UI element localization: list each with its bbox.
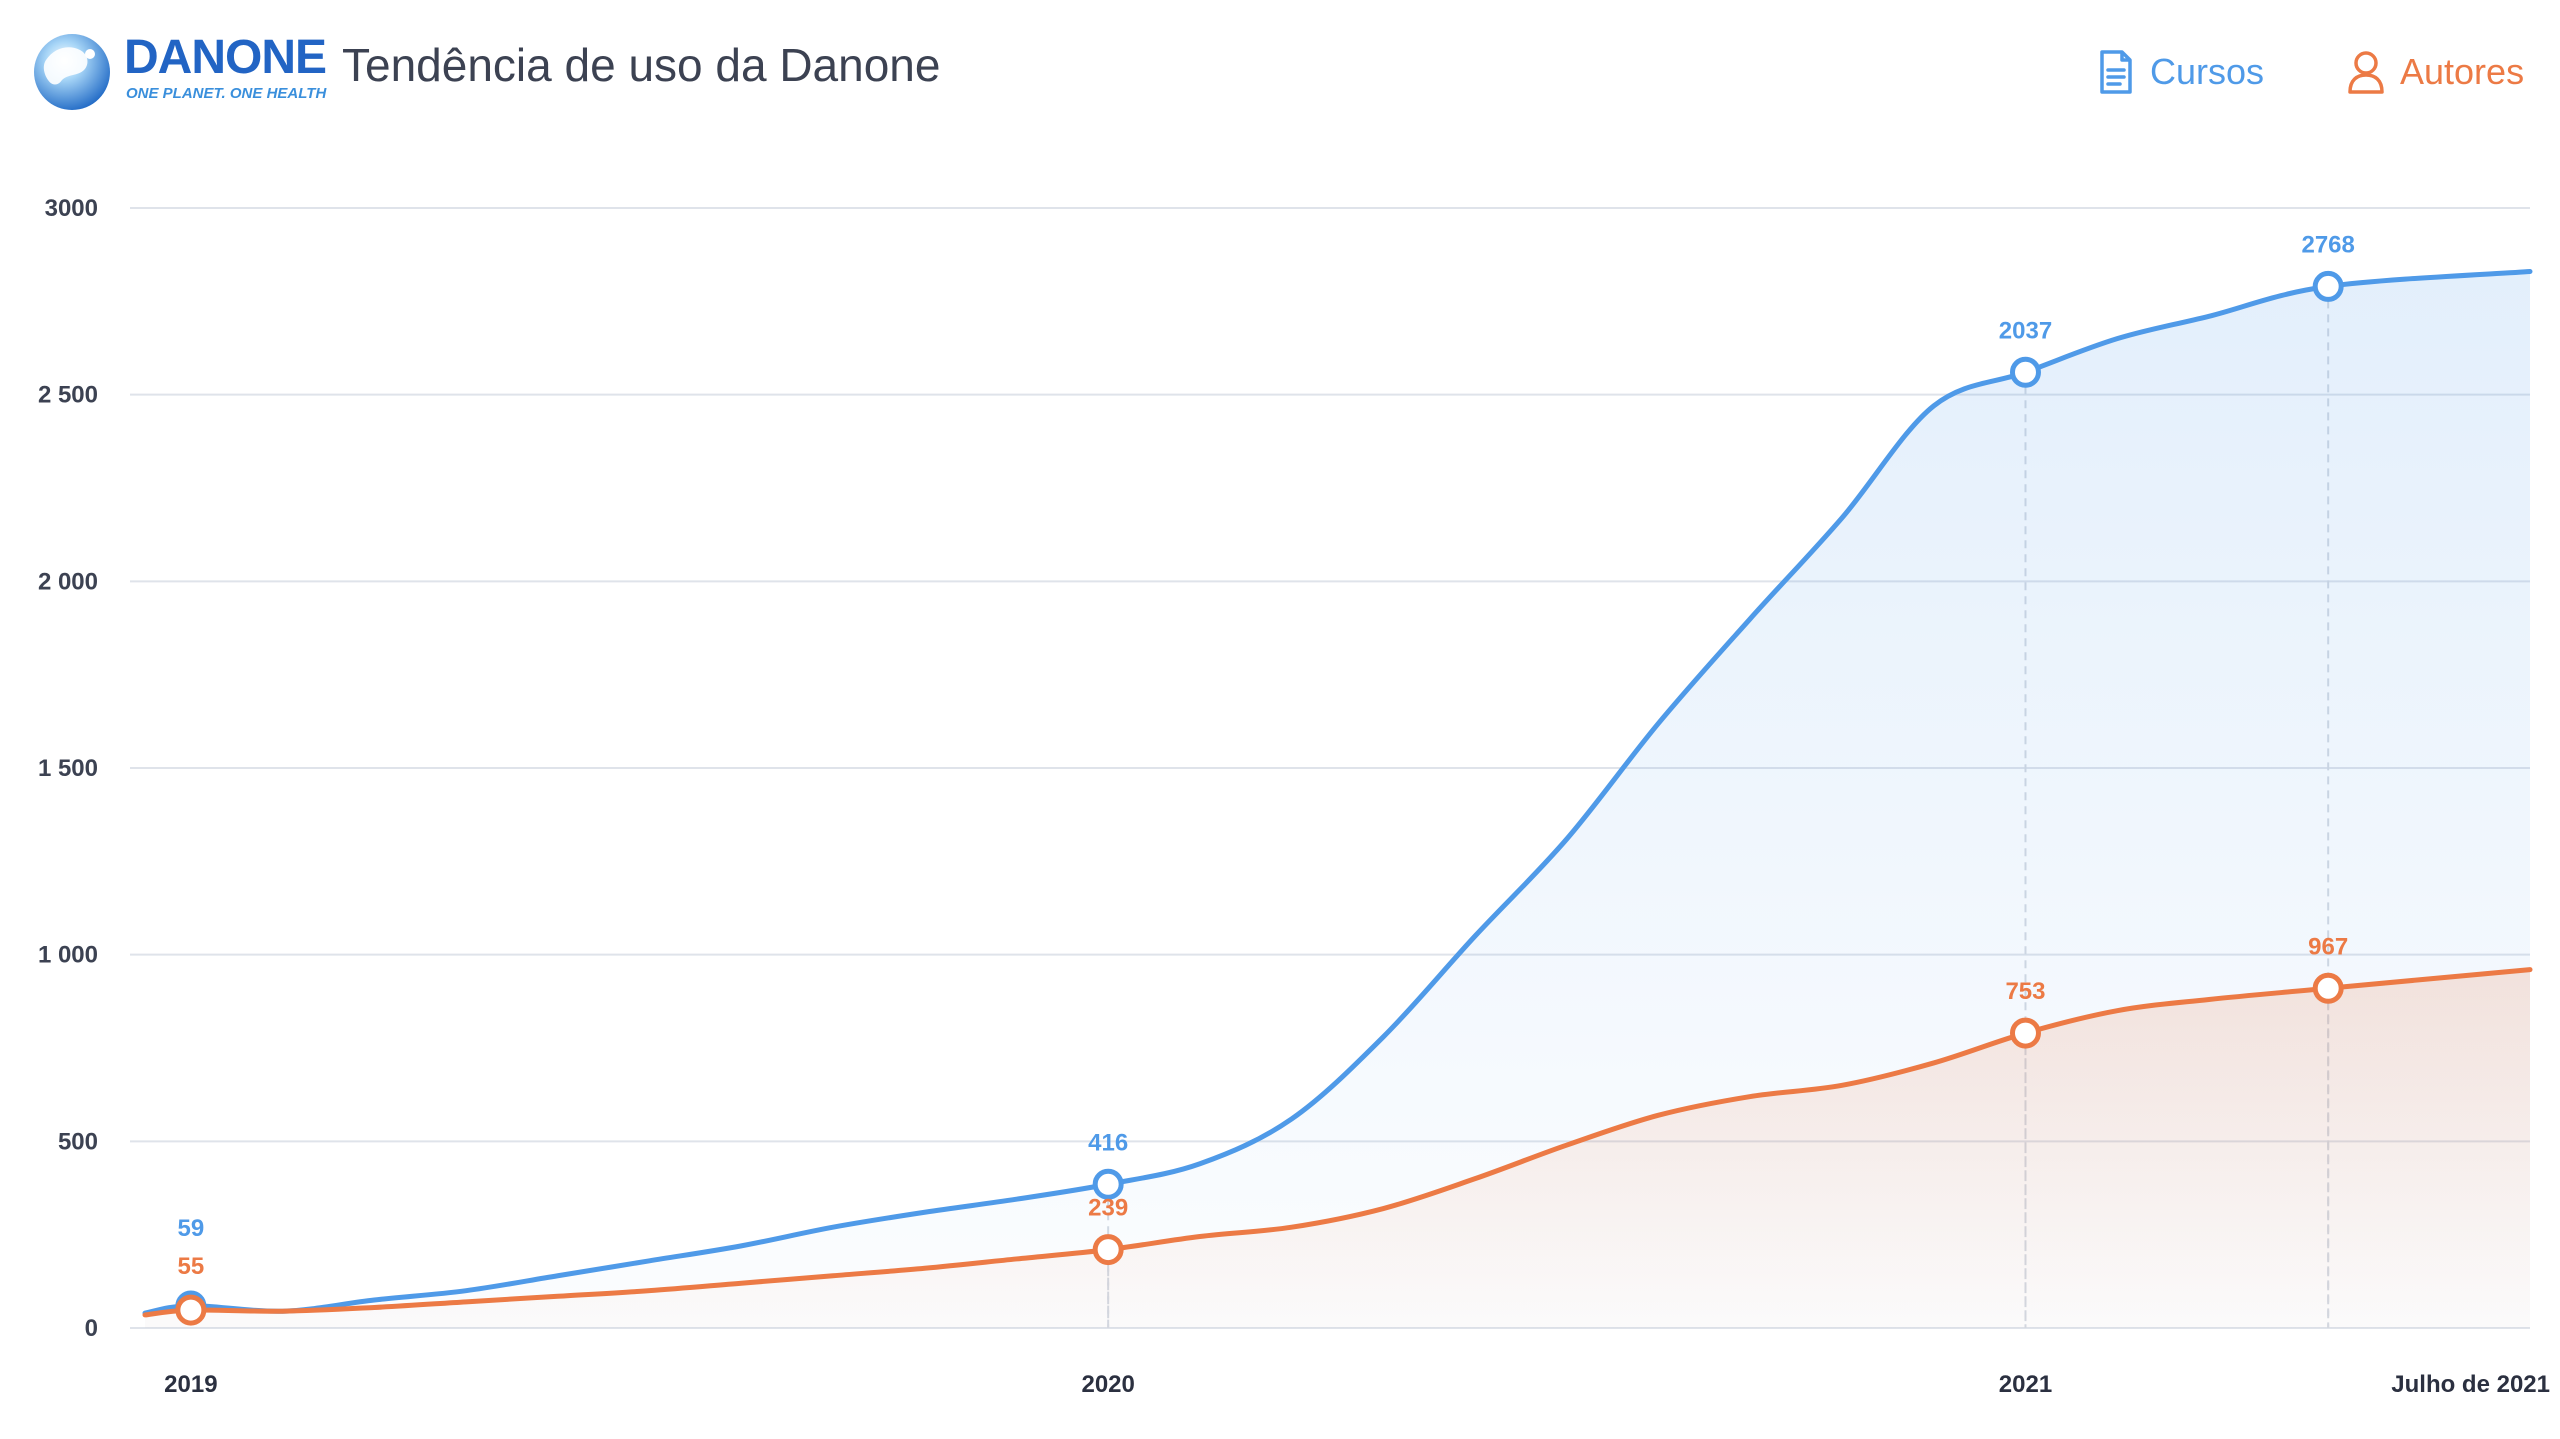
danone-logo: DANONE ONE PLANET. ONE HEALTH — [28, 28, 327, 118]
logo-wordmark: DANONE — [124, 31, 327, 84]
data-label: 416 — [1088, 1129, 1128, 1156]
y-tick-label: 500 — [58, 1128, 98, 1155]
data-label: 2037 — [1999, 317, 2052, 344]
x-tick-label: 2021 — [1999, 1371, 2052, 1398]
document-icon — [2100, 50, 2132, 94]
legend-label-cursos: Cursos — [2150, 51, 2265, 92]
data-label: 55 — [178, 1253, 205, 1280]
x-tick-label: Julho de 2021 — [2391, 1371, 2550, 1398]
data-point-marker — [1092, 1168, 1124, 1200]
legend-item-autores[interactable]: Autores — [2346, 48, 2524, 96]
series-line-autores — [142, 967, 2533, 1318]
y-tick-label: 2 000 — [38, 568, 98, 595]
data-label: 59 — [178, 1215, 205, 1242]
legend-item-cursos[interactable]: Cursos — [2096, 48, 2264, 96]
y-tick-label: 1 000 — [38, 942, 98, 969]
x-axis-ticks: 2019 2020 2021 Julho de 2021 — [164, 1371, 2550, 1398]
y-tick-label: 2 500 — [38, 382, 98, 409]
globe-icon — [34, 34, 110, 110]
x-tick-label: 2019 — [164, 1371, 217, 1398]
legend-label-autores: Autores — [2400, 51, 2525, 92]
y-tick-label: 0 — [85, 1315, 98, 1342]
area-fill-autores — [145, 969, 2530, 1328]
data-label: 2768 — [2301, 231, 2354, 258]
chart-title: Tendência de uso da Danone — [342, 39, 941, 91]
data-point-marker — [2312, 270, 2344, 302]
logo-tagline: ONE PLANET. ONE HEALTH — [126, 85, 327, 102]
y-tick-label: 1 500 — [38, 755, 98, 782]
chart-header: DANONE ONE PLANET. ONE HEALTH Tendência … — [0, 0, 2560, 140]
data-point-marker — [2312, 972, 2344, 1004]
data-point-marker — [2009, 356, 2041, 388]
y-tick-label: 3000 — [45, 195, 98, 222]
data-point-marker — [1092, 1234, 1124, 1266]
data-point-markers: 59 416 2037 2768 55 239 753 967 — [175, 231, 2355, 1326]
data-point-marker — [2009, 1017, 2041, 1049]
user-icon — [2348, 51, 2384, 94]
area-fills — [145, 271, 2530, 1328]
data-label: 967 — [2308, 933, 2348, 960]
data-label: 239 — [1088, 1195, 1128, 1222]
y-axis-ticks: 0 500 1 000 1 500 2 000 2 500 3000 — [38, 195, 98, 1342]
x-tick-label: 2020 — [1081, 1371, 1134, 1398]
data-label: 753 — [2005, 978, 2045, 1005]
data-point-marker — [175, 1294, 207, 1326]
